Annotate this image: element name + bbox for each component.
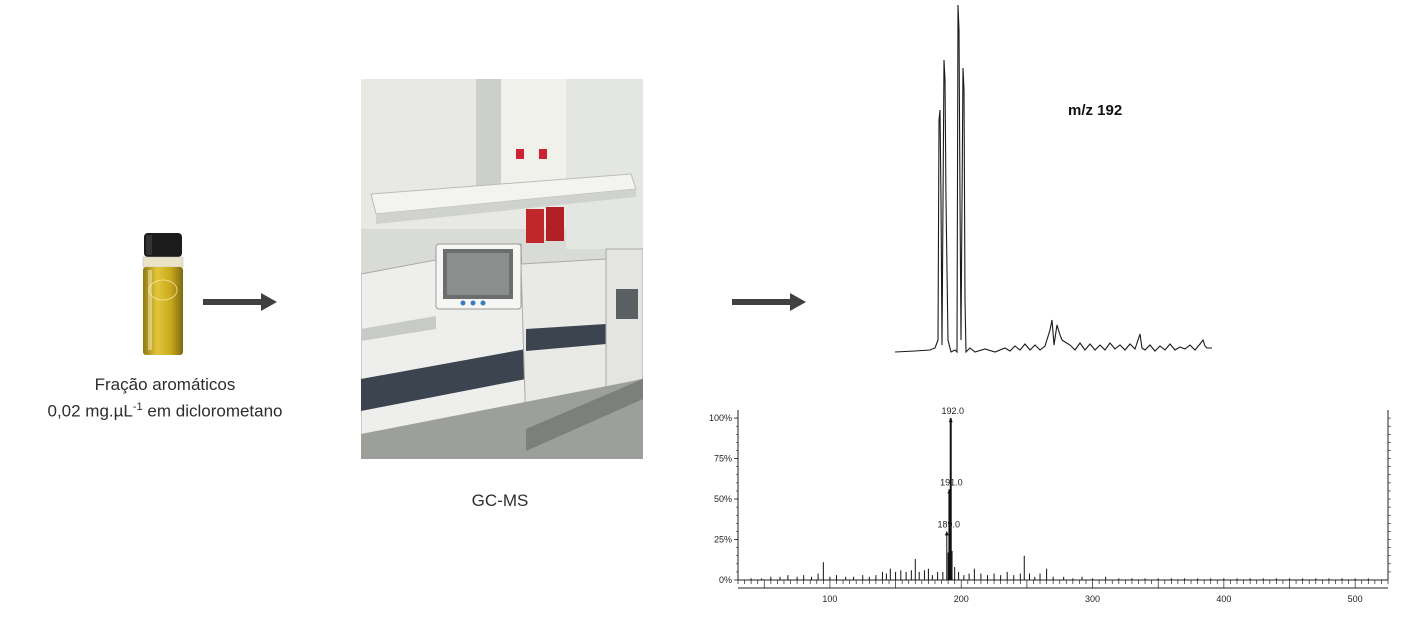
y-tick-label: 25% xyxy=(714,535,732,545)
x-tick-label: 200 xyxy=(954,594,969,604)
x-tick-label: 100 xyxy=(822,594,837,604)
sample-vial-image xyxy=(142,233,184,355)
arrow-right-icon xyxy=(732,293,806,311)
sample-concentration: 0,02 mg.µL-1 em diclorometano xyxy=(47,401,283,421)
y-tick-label: 75% xyxy=(714,454,732,464)
mass-spectrum-chart: 100 200 300 400 500 0% 25% 50% 75% 100% 192.0 191.0… xyxy=(709,406,1391,604)
chromatogram-ion-label: m/z 192 xyxy=(1068,102,1123,119)
peak-label: 192.0 xyxy=(941,406,964,416)
sample-title: Fração aromáticos xyxy=(94,375,236,394)
gc-ms-instrument-photo xyxy=(361,79,643,459)
peak-marker xyxy=(948,418,953,423)
peak-label: 191.0 xyxy=(940,477,963,487)
x-tick-label: 300 xyxy=(1085,594,1100,604)
instrument-caption: GC-MS xyxy=(471,491,529,510)
x-tick-label: 500 xyxy=(1348,594,1363,604)
vial-cap xyxy=(144,233,182,257)
chromatogram-trace xyxy=(895,4,1212,354)
y-tick-label: 50% xyxy=(714,494,732,504)
vial-liquid xyxy=(143,267,183,355)
y-tick-label: 100% xyxy=(709,413,732,423)
y-tick-label: 0% xyxy=(719,575,732,585)
peak-marker xyxy=(944,531,949,536)
arrow-right-icon xyxy=(203,293,277,311)
peak-label: 189.0 xyxy=(938,519,961,529)
peak-marker xyxy=(947,489,952,494)
x-tick-label: 400 xyxy=(1216,594,1231,604)
sample-caption: Fração aromáticos 0,02 mg.µL-1 em diclor… xyxy=(10,374,320,423)
